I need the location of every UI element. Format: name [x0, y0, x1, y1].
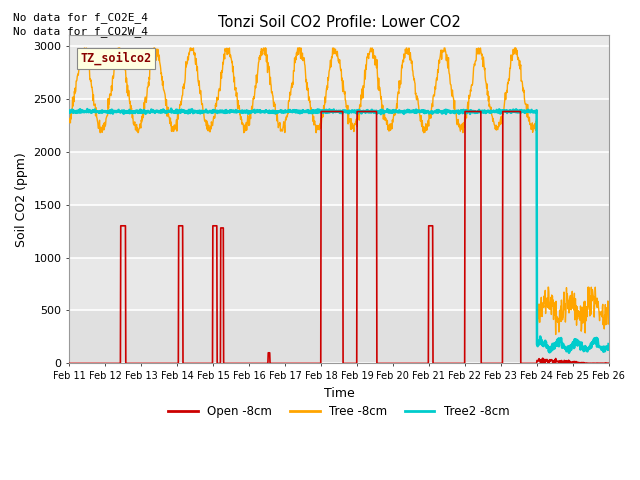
Y-axis label: Soil CO2 (ppm): Soil CO2 (ppm)	[15, 152, 28, 247]
Text: No data for f_CO2E_4: No data for f_CO2E_4	[13, 12, 148, 23]
Bar	[69, 258, 609, 311]
Bar	[69, 311, 609, 363]
Text: No data for f_CO2W_4: No data for f_CO2W_4	[13, 26, 148, 37]
Bar	[69, 152, 609, 204]
X-axis label: Time: Time	[324, 386, 355, 399]
Bar	[69, 204, 609, 258]
Bar	[69, 99, 609, 152]
Title: Tonzi Soil CO2 Profile: Lower CO2: Tonzi Soil CO2 Profile: Lower CO2	[218, 15, 460, 30]
Bar	[69, 46, 609, 99]
Text: TZ_soilco2: TZ_soilco2	[80, 52, 151, 65]
Legend: Open -8cm, Tree -8cm, Tree2 -8cm: Open -8cm, Tree -8cm, Tree2 -8cm	[164, 401, 514, 423]
